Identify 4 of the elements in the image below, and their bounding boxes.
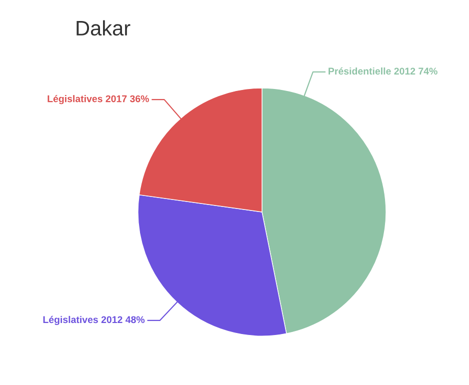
slice-label: Législatives 2012 48% — [43, 316, 145, 326]
slice-label: Législatives 2017 36% — [48, 94, 149, 104]
slice-label: Présidentielle 2012 74% — [328, 67, 438, 75]
chart-title: Dakar — [76, 20, 130, 36]
